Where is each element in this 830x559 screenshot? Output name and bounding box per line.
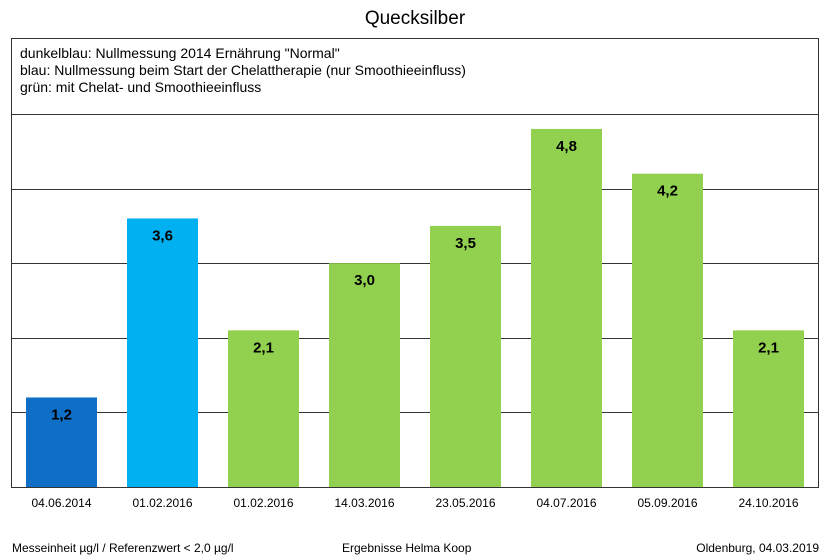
legend-line-gruen: grün: mit Chelat- und Smoothieeinfluss <box>20 79 262 95</box>
bar <box>632 173 703 487</box>
x-tick-label: 23.05.2016 <box>435 496 495 510</box>
chart-title: Quecksilber <box>364 8 466 29</box>
x-tick-label: 24.10.2016 <box>738 496 798 510</box>
bar-value-label: 3,0 <box>354 272 375 289</box>
bar <box>26 397 97 487</box>
bar-value-label: 3,5 <box>455 235 476 252</box>
bar-value-label: 2,1 <box>758 339 779 356</box>
bar-value-label: 4,8 <box>556 138 577 155</box>
bar-value-label: 4,2 <box>657 183 678 200</box>
x-tick-label: 04.06.2014 <box>31 496 91 510</box>
legend-line-blau: blau: Nullmessung beim Start der Chelatt… <box>20 62 466 78</box>
x-tick-label: 04.07.2016 <box>536 496 596 510</box>
bar <box>127 218 198 487</box>
footer-place-date: Oldenburg, 04.03.2019 <box>696 541 819 555</box>
bar <box>329 263 400 487</box>
bar-value-label: 3,6 <box>152 227 173 244</box>
x-tick-label: 01.02.2016 <box>132 496 192 510</box>
legend-line-dunkelblau: dunkelblau: Nullmessung 2014 Ernährung "… <box>20 45 340 61</box>
bar-value-label: 2,1 <box>253 339 274 356</box>
x-tick-label: 05.09.2016 <box>637 496 697 510</box>
x-tick-label: 01.02.2016 <box>233 496 293 510</box>
footer-results-note: Ergebnisse Helma Koop <box>342 541 472 555</box>
bar-value-label: 1,2 <box>51 406 72 423</box>
bar <box>531 128 602 488</box>
legend-box: dunkelblau: Nullmessung 2014 Ernährung "… <box>11 38 819 114</box>
bar <box>430 225 501 487</box>
bar <box>228 330 299 487</box>
x-tick-label: 14.03.2016 <box>334 496 394 510</box>
bar <box>733 330 804 487</box>
footer-unit-note: Messeinheit µg/l / Referenzwert < 2,0 µg… <box>12 541 234 555</box>
